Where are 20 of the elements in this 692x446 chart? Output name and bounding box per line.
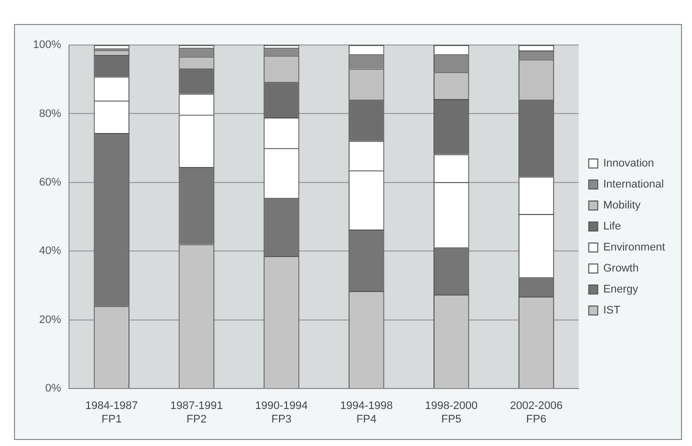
x-tick-label: 2002-2006 FP6	[510, 400, 563, 426]
y-tick-label: 60%	[39, 176, 62, 188]
legend-label: Environment	[603, 242, 666, 254]
x-tick-label: 1987-1991 FP2	[170, 400, 223, 426]
x-tick-label: 1994-1998 FP4	[340, 400, 393, 426]
y-tick-label: 20%	[39, 314, 62, 326]
legend-label: International	[603, 178, 664, 191]
x-tick-label: 1990-1994 FP3	[255, 400, 308, 426]
x-tick-label: 1984-1987 FP1	[85, 400, 138, 426]
y-tick-label: 40%	[39, 245, 62, 258]
legend-label: Innovation	[603, 158, 654, 170]
x-tick-label: 1998-2000 FP5	[425, 400, 478, 426]
legend-label: Life	[603, 220, 621, 233]
legend-label: IST	[603, 304, 621, 317]
legend-label: Energy	[603, 284, 639, 296]
y-tick-label: 80%	[39, 108, 62, 120]
y-tick-label: 0%	[45, 382, 62, 395]
y-tick-label: 100%	[32, 39, 62, 52]
legend-label: Mobility	[603, 200, 642, 212]
legend-label: Growth	[603, 262, 639, 275]
